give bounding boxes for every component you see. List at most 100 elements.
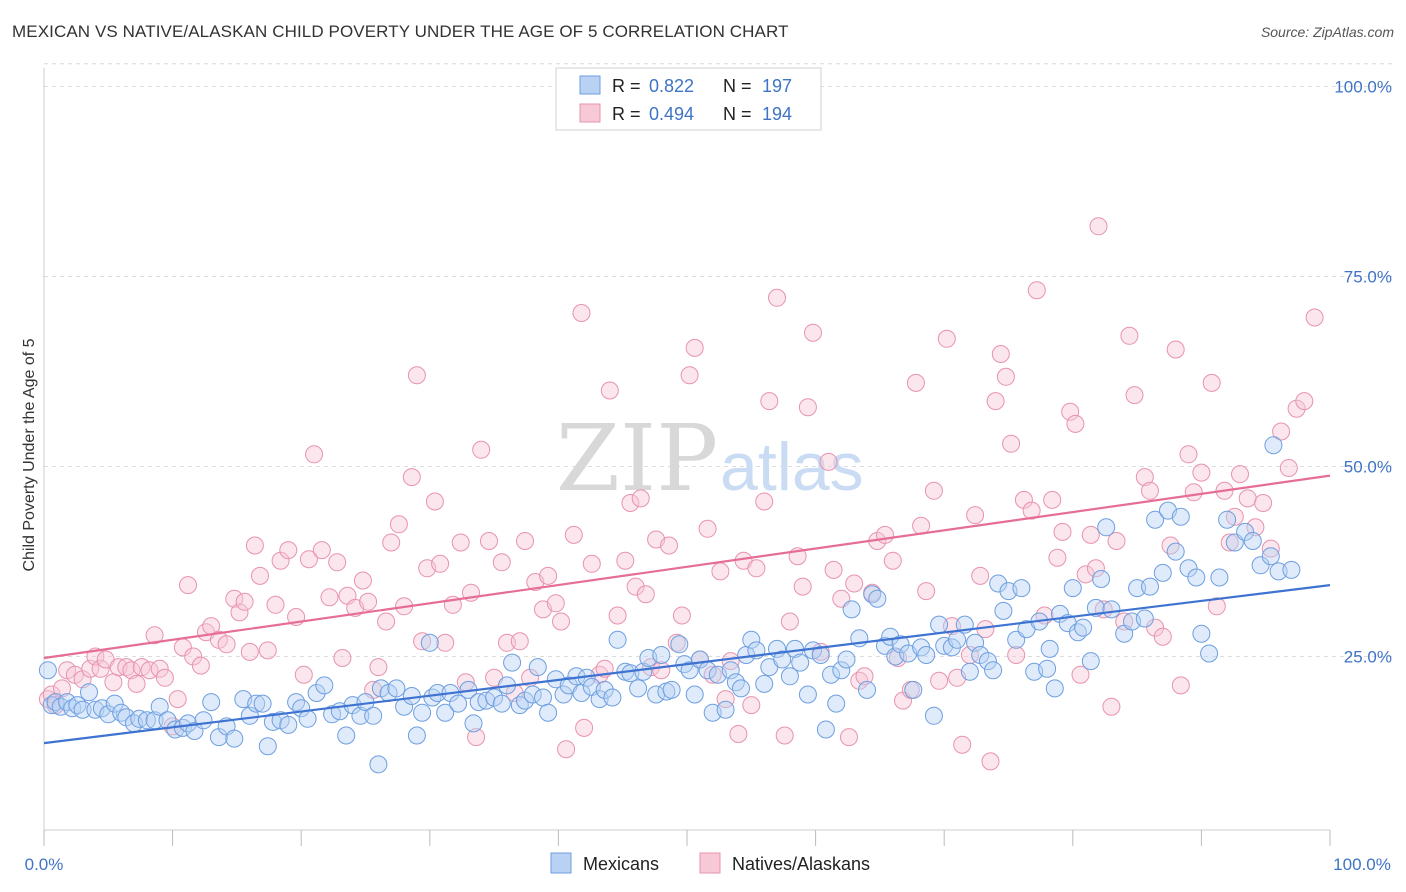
point-natives-137 (883, 551, 902, 570)
point-natives-133 (855, 667, 874, 686)
trend-lines (43, 474, 1331, 745)
point-mexicans-190 (1236, 522, 1255, 541)
point-natives-131 (845, 574, 864, 593)
point-natives-19 (150, 659, 169, 678)
point-mexicans-153 (994, 601, 1013, 620)
point-mexicans-161 (1045, 679, 1064, 698)
point-natives-87 (572, 304, 591, 322)
point-natives-93 (608, 606, 627, 625)
point-natives-72 (480, 532, 498, 550)
point-mexicans-128 (842, 600, 861, 619)
point-natives-118 (760, 392, 779, 411)
point-natives-185 (1166, 340, 1185, 359)
point-natives-154 (981, 752, 1000, 771)
point-natives-88 (575, 718, 594, 737)
point-natives-202 (1287, 399, 1306, 418)
point-mexicans-16 (130, 709, 149, 728)
point-natives-60 (407, 366, 426, 385)
legend-r-label-natives: R = (612, 104, 641, 124)
point-natives-171 (1081, 525, 1100, 544)
bottom-legend: Mexicans Natives/Alaskans (550, 852, 870, 874)
point-natives-11 (104, 673, 123, 692)
point-natives-89 (582, 554, 601, 573)
point-natives-43 (299, 550, 318, 569)
point-natives-144 (924, 481, 943, 500)
legend-n-value-mexicans: 197 (762, 76, 792, 96)
point-mexicans-38 (287, 693, 306, 712)
point-mexicans-160 (1038, 659, 1057, 678)
point-natives-180 (1135, 468, 1154, 487)
point-mexicans-33 (253, 694, 272, 713)
point-mexicans-74 (523, 685, 542, 704)
point-mexicans-101 (685, 685, 704, 704)
point-natives-151 (966, 506, 985, 525)
point-natives-190 (1202, 373, 1221, 392)
point-natives-130 (840, 728, 858, 747)
point-natives-78 (516, 532, 534, 550)
point-natives-71 (472, 440, 491, 459)
legend-n-value-natives: 194 (762, 104, 792, 124)
point-natives-9 (91, 659, 110, 678)
point-natives-77 (510, 632, 529, 651)
point-mexicans-98 (670, 635, 689, 654)
point-natives-115 (742, 696, 761, 715)
point-mexicans-140 (917, 646, 936, 664)
point-mexicans-57 (413, 703, 432, 722)
point-mexicans-138 (904, 680, 923, 699)
point-mexicans-152 (989, 574, 1008, 593)
point-natives-113 (729, 725, 748, 743)
trend-line-mexicans (43, 584, 1331, 745)
watermark-zip: ZIP (556, 405, 718, 512)
point-natives-146 (937, 329, 956, 348)
point-natives-112 (721, 652, 740, 671)
point-mexicans-134 (881, 627, 900, 646)
point-natives-45 (312, 541, 331, 560)
trend-line-natives (43, 474, 1331, 660)
point-mexicans-37 (279, 715, 298, 734)
point-natives-36 (251, 566, 269, 585)
point-mexicans-25 (194, 711, 213, 730)
point-mexicans-119 (791, 653, 810, 672)
point-mexicans-91 (629, 679, 648, 698)
point-natives-186 (1171, 676, 1190, 695)
point-natives-136 (876, 525, 894, 544)
point-natives-124 (798, 398, 817, 417)
point-natives-39 (271, 551, 290, 570)
point-mexicans-34 (258, 737, 277, 756)
point-mexicans-150 (978, 652, 997, 671)
point-natives-24 (179, 576, 197, 595)
point-mexicans-95 (652, 646, 671, 664)
point-mexicans-162 (1040, 639, 1059, 658)
point-natives-204 (1305, 308, 1324, 327)
point-natives-149 (953, 735, 972, 754)
point-mexicans-65 (464, 714, 483, 733)
point-natives-92 (600, 381, 619, 400)
point-mexicans-148 (966, 633, 985, 652)
x-ticks (43, 830, 1331, 846)
point-natives-174 (1089, 217, 1108, 236)
point-natives-83 (546, 594, 565, 613)
bottom-legend-swatch-natives (699, 852, 721, 874)
point-natives-22 (168, 690, 187, 709)
point-mexicans-40 (298, 709, 317, 728)
point-mexicans-53 (387, 679, 406, 698)
point-mexicans-45 (337, 726, 356, 745)
point-mexicans-87 (603, 688, 622, 707)
point-mexicans-123 (816, 720, 835, 739)
point-natives-189 (1192, 463, 1211, 482)
point-natives-64 (431, 554, 450, 573)
watermark: ZIP atlas (556, 405, 864, 512)
point-mexicans-179 (1153, 563, 1172, 582)
point-natives-18 (145, 626, 164, 645)
point-natives-63 (425, 492, 444, 511)
point-mexicans-142 (930, 615, 949, 634)
point-mexicans-151 (984, 661, 1003, 680)
point-mexicans-63 (449, 694, 468, 713)
bottom-legend-label-natives: Natives/Alaskans (732, 854, 870, 874)
legend-r-value-natives: 0.494 (649, 104, 694, 124)
point-mexicans-108 (726, 673, 745, 692)
point-natives-167 (1061, 402, 1080, 421)
point-natives-123 (793, 577, 812, 596)
point-natives-181 (1141, 481, 1159, 500)
point-natives-116 (747, 559, 766, 578)
